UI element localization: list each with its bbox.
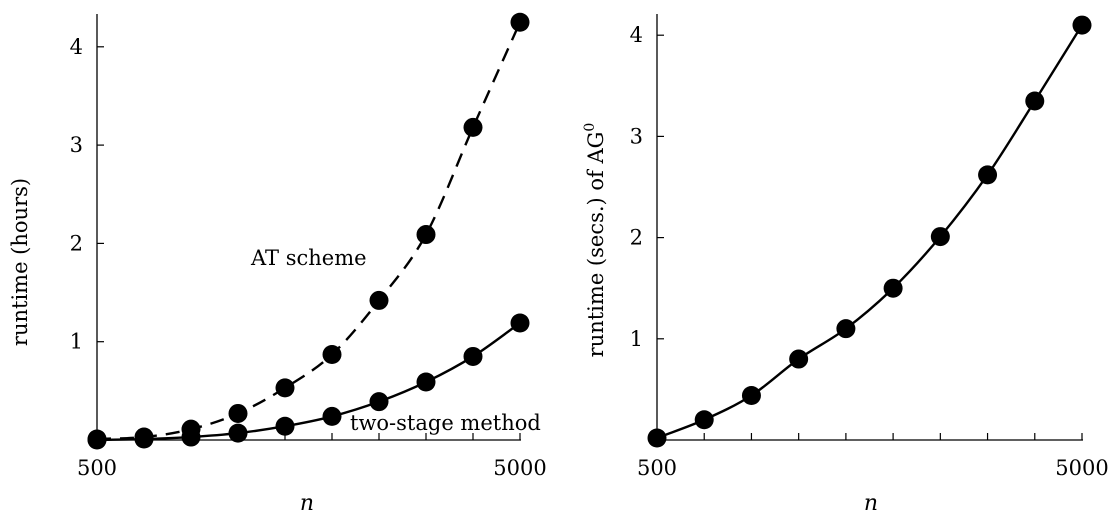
- data-point: [87, 430, 107, 450]
- runtime-hours-chart: runtime (hours) n AT scheme two-stage me…: [8, 12, 547, 516]
- y-tick-label: 1: [70, 330, 83, 354]
- data-point: [228, 423, 248, 443]
- data-point: [134, 429, 154, 449]
- data-point: [978, 165, 998, 185]
- data-point: [930, 227, 950, 247]
- at-scheme-annotation: AT scheme: [250, 246, 367, 270]
- data-point: [510, 12, 530, 32]
- data-point: [416, 372, 436, 392]
- y-axis-title: runtime (secs.) of AG0: [582, 123, 608, 358]
- y-tick-label: 3: [70, 133, 83, 157]
- data-point: [647, 428, 667, 448]
- data-point: [322, 406, 342, 426]
- x-axis-title: n: [864, 491, 878, 516]
- data-point: [789, 349, 809, 369]
- data-point: [694, 410, 714, 430]
- y-tick-label: 4: [70, 35, 83, 59]
- x-tick-label: 5000: [493, 456, 546, 480]
- data-point: [510, 313, 530, 333]
- data-point: [741, 385, 761, 405]
- data-point: [275, 378, 295, 398]
- x-tick-label: 5000: [1055, 456, 1108, 480]
- y-tick-label: 2: [630, 226, 643, 250]
- y-tick-label: 4: [630, 23, 643, 47]
- y-axis-title-main: runtime (secs.) of AG: [584, 132, 608, 358]
- two-stage-method-annotation: two-stage method: [350, 411, 541, 435]
- data-point: [836, 319, 856, 339]
- series-line: [96, 21, 522, 441]
- data-point: [275, 416, 295, 436]
- x-tick-label: 500: [637, 456, 677, 480]
- data-point: [883, 278, 903, 298]
- y-axis-title-superscript: 0: [582, 123, 598, 132]
- data-point: [463, 117, 483, 137]
- data-point: [1072, 15, 1092, 35]
- data-point: [369, 290, 389, 310]
- data-point: [1025, 91, 1045, 111]
- y-tick-label: 2: [70, 231, 83, 255]
- series-line: [96, 322, 521, 442]
- y-tick-label: 1: [630, 327, 643, 351]
- x-tick-label: 500: [77, 456, 117, 480]
- data-point: [322, 344, 342, 364]
- x-axis-title: n: [300, 491, 314, 516]
- y-tick-label: 3: [630, 124, 643, 148]
- data-point: [228, 403, 248, 423]
- data-point: [463, 346, 483, 366]
- data-point: [416, 225, 436, 245]
- series-line: [656, 24, 1084, 440]
- runtime-secs-chart: runtime (secs.) of AG0 n 1 2 3 4 500 5000: [582, 14, 1109, 516]
- data-point: [181, 427, 201, 447]
- data-point: [369, 392, 389, 412]
- y-axis-title: runtime (hours): [8, 178, 32, 346]
